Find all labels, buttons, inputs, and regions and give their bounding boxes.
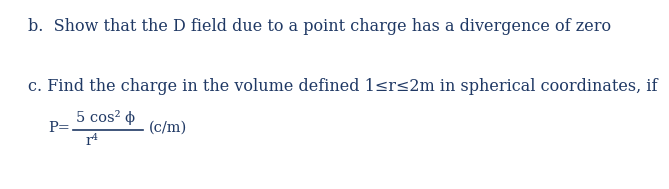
Text: c. Find the charge in the volume defined 1≤r≤2m in spherical coordinates, if: c. Find the charge in the volume defined… [28, 78, 658, 95]
Text: 5 cos² ϕ: 5 cos² ϕ [76, 110, 135, 125]
Text: b.  Show that the D field due to a point charge has a divergence of zero: b. Show that the D field due to a point … [28, 18, 611, 35]
Text: (c/m): (c/m) [149, 121, 187, 135]
Text: r⁴: r⁴ [86, 134, 99, 148]
Text: P=: P= [48, 121, 70, 135]
